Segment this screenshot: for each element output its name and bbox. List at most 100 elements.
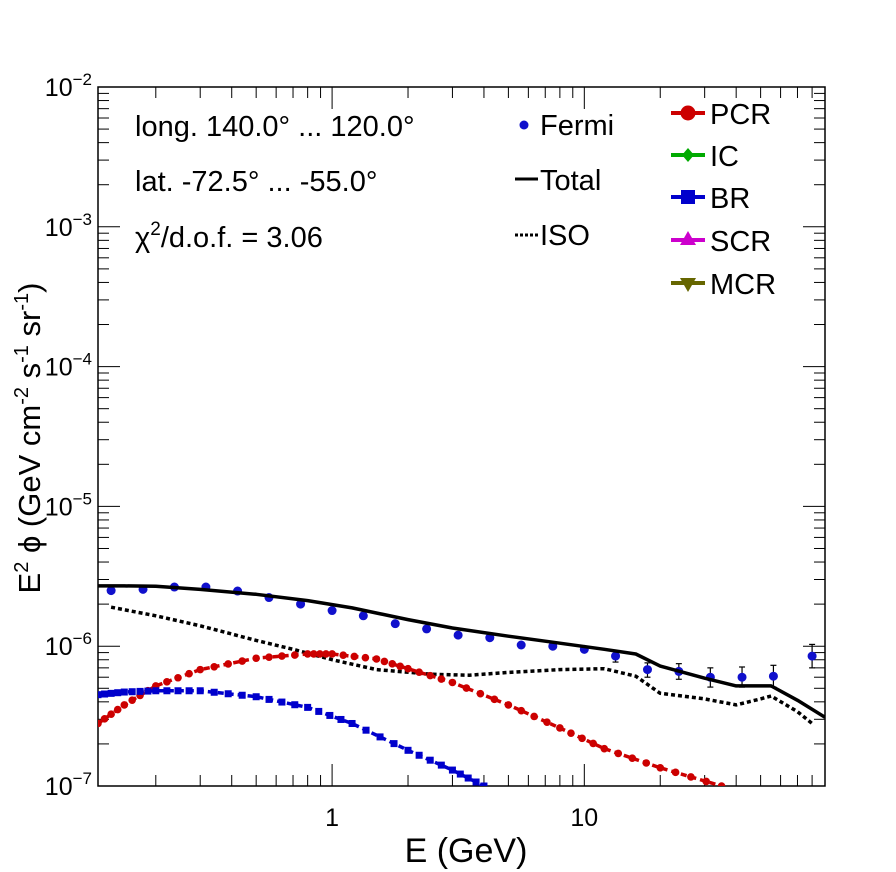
legend-ic-marker: [682, 148, 694, 162]
series-marker-pcr: [504, 701, 513, 709]
series-marker-pcr: [278, 652, 286, 660]
series-marker-pcr: [224, 660, 232, 668]
series-marker-br: [376, 733, 384, 741]
series-marker-br: [136, 687, 144, 695]
series-layer: [98, 582, 825, 786]
series-marker-pcr: [322, 650, 330, 658]
series-marker-br: [144, 687, 152, 695]
legend-iso-label: ISO: [540, 220, 590, 252]
x-tick-label: 10: [570, 804, 598, 832]
series-marker-pcr: [567, 729, 575, 737]
series-marker-pcr: [120, 701, 129, 709]
series-marker-pcr: [543, 718, 551, 727]
fermi-point: [453, 630, 463, 640]
series-marker-pcr: [128, 696, 136, 704]
y-tick-label: 10−7: [45, 769, 92, 801]
series-marker-br: [252, 693, 260, 701]
y-label-sup: 2: [11, 562, 33, 573]
legend-fermi-marker: [519, 120, 529, 130]
series-marker-pcr: [238, 657, 246, 665]
series-group: [98, 582, 825, 786]
series-marker-pcr: [100, 715, 109, 723]
plot-frame: [97, 86, 826, 787]
series-line-total: [98, 584, 825, 719]
series-marker-br: [278, 698, 286, 706]
series-marker-br: [107, 689, 115, 697]
series-marker-pcr: [380, 657, 389, 666]
series-marker-pcr: [196, 665, 205, 674]
series-marker-pcr: [656, 763, 665, 772]
series-marker-pcr: [372, 655, 381, 663]
series-marker-pcr: [437, 675, 446, 683]
legend-left: Fermi Total ISO: [515, 110, 614, 252]
series-marker-pcr: [210, 662, 218, 671]
series-marker-pcr: [185, 669, 193, 678]
series-marker-pcr: [671, 768, 680, 777]
series-marker-pcr: [309, 650, 318, 658]
series-marker-pcr: [174, 673, 182, 682]
series-marker-pcr: [404, 664, 412, 673]
series-marker-br: [238, 691, 246, 699]
series-marker-pcr: [578, 734, 586, 743]
y-label-cm-exp: -2: [11, 387, 33, 405]
series-marker-pcr: [265, 653, 273, 661]
series-marker-pcr: [717, 782, 726, 786]
series-marker-pcr: [448, 678, 457, 687]
series-marker-br: [152, 687, 160, 695]
series-marker-pcr: [290, 651, 299, 659]
legend-right: PCR IC BR SCR MCR: [671, 99, 776, 301]
series-marker-pcr: [556, 724, 564, 732]
legend-pcr-label: PCR: [710, 99, 771, 131]
series-marker-pcr: [396, 662, 404, 671]
series-marker-br: [163, 687, 171, 695]
y-tick-label: 10−4: [45, 350, 92, 382]
series-marker-pcr: [517, 706, 526, 715]
series-marker-br: [456, 770, 464, 778]
series-marker-pcr: [415, 668, 423, 676]
y-tick-label: 10−2: [45, 70, 92, 102]
annotation-longitude: long. 140.0° ... 120.0°: [135, 111, 415, 143]
y-tick-label: 10−5: [45, 489, 92, 521]
legend-scr-label: SCR: [710, 226, 771, 258]
series-marker-pcr: [339, 651, 347, 660]
fermi-point: [327, 606, 337, 616]
series-marker-pcr: [614, 749, 623, 758]
series-marker-pcr: [350, 652, 359, 661]
legend-br-marker: [681, 190, 695, 204]
y-label-phi: ϕ (GeV cm: [12, 405, 47, 562]
series-marker-br: [415, 751, 423, 759]
y-label-sr: sr: [12, 311, 47, 345]
fermi-point: [807, 651, 817, 661]
series-marker-pcr: [628, 754, 637, 763]
series-marker-pcr: [642, 759, 651, 767]
fermi-point: [768, 671, 778, 681]
series-marker-br: [362, 726, 370, 734]
series-marker-br: [304, 703, 312, 711]
chi-rest: /d.o.f. = 3.06: [161, 222, 323, 254]
series-marker-pcr: [589, 739, 597, 748]
series-marker-pcr: [361, 653, 370, 662]
series-marker-br: [224, 690, 232, 698]
y-label-s-exp: -1: [11, 345, 33, 363]
fermi-point: [737, 672, 747, 682]
series-marker-br: [426, 756, 434, 764]
x-tick-labels: 1 10: [325, 804, 598, 832]
series-marker-pcr: [107, 710, 115, 719]
series-marker-pcr: [113, 705, 122, 714]
legend-scr-marker: [680, 231, 696, 245]
series-marker-pcr: [98, 719, 102, 728]
series-marker-br: [98, 691, 102, 699]
series-marker-br: [210, 688, 218, 696]
y-tick-labels: 10−7 10−6 10−5 10−4 10−3 10−2: [45, 70, 92, 801]
fermi-point: [516, 640, 526, 650]
legend-ic-label: IC: [710, 141, 739, 173]
series-marker-pcr: [163, 678, 171, 686]
y-tick-label: 10−3: [45, 210, 92, 242]
series-marker-pcr: [702, 777, 711, 786]
series-marker-br: [185, 687, 193, 695]
series-marker-br: [348, 719, 356, 727]
series-marker-pcr: [388, 660, 397, 668]
series-marker-br: [120, 688, 128, 696]
series-marker-pcr: [530, 712, 538, 721]
